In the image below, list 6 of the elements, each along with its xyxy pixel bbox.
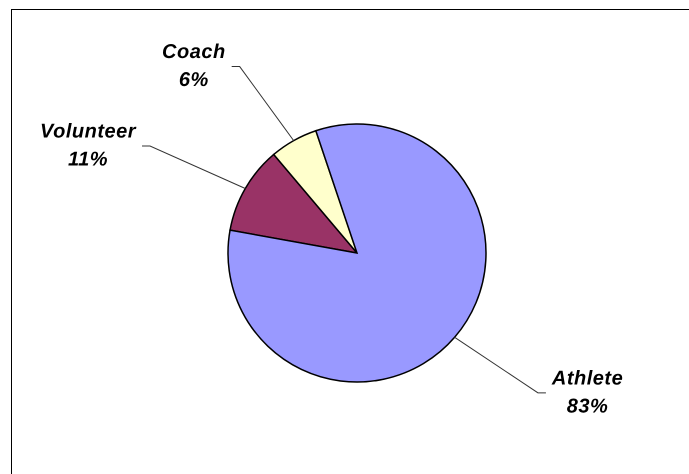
data-label: 11% [68, 148, 108, 171]
data-label: 83% [566, 395, 608, 418]
slice-label: Volunteer [40, 120, 137, 143]
slice-label: Athlete [550, 367, 624, 390]
slice-label: Coach [162, 41, 226, 64]
data-label: 6% [178, 69, 209, 92]
